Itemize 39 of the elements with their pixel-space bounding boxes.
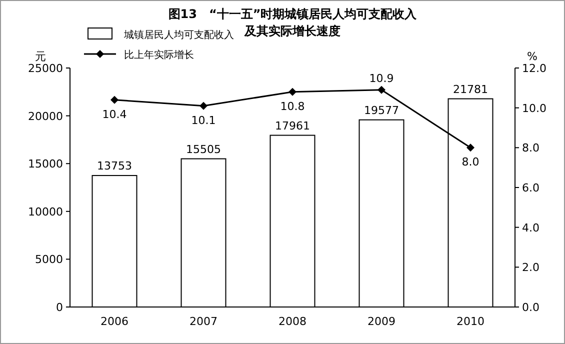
- x-tick-label: 2007: [190, 315, 218, 328]
- point: [200, 102, 208, 110]
- y-tick-label: 15000: [28, 158, 63, 171]
- y2-tick-label: 2.0: [522, 261, 540, 274]
- y2-tick-label: 4.0: [522, 221, 540, 234]
- y-tick-label: 25000: [28, 62, 63, 75]
- y-axis-title: 元: [35, 50, 46, 63]
- y2-tick-label: 0.0: [522, 301, 540, 314]
- y-tick-label: 0: [56, 301, 63, 314]
- data-label: 17961: [275, 119, 310, 132]
- chart-title: 图13 “十一五”时期城镇居民人均可支配收入: [168, 7, 418, 21]
- y2-tick-label: 12.0: [522, 62, 546, 75]
- point: [466, 144, 474, 152]
- data-label: 10.8: [280, 100, 305, 113]
- point: [110, 96, 118, 104]
- point: [378, 86, 386, 94]
- data-label: 13753: [97, 160, 132, 173]
- data-label: 10.9: [369, 72, 394, 85]
- x-tick-label: 2009: [368, 315, 396, 328]
- legend-label: 比上年实际增长: [124, 49, 194, 61]
- point: [288, 88, 296, 96]
- data-label: 19577: [364, 104, 399, 117]
- x-tick-label: 2008: [278, 315, 306, 328]
- y2-tick-label: 8.0: [522, 142, 540, 155]
- x-tick-label: 2006: [100, 315, 128, 328]
- chart-subtitle: 及其实际增长速度: [244, 24, 340, 38]
- y2-tick-label: 6.0: [522, 182, 540, 194]
- y2-axis-title: %: [527, 50, 538, 63]
- data-label: 15505: [186, 142, 221, 156]
- data-label: 21781: [453, 82, 488, 96]
- data-label: 8.0: [462, 156, 480, 169]
- legend-label: 城镇居民人均可支配收入: [123, 29, 234, 41]
- y-tick-label: 20000: [28, 110, 63, 123]
- y-tick-label: 10000: [28, 205, 63, 218]
- data-label: 10.4: [102, 108, 127, 121]
- x-tick-label: 2010: [456, 315, 484, 328]
- y-tick-label: 5000: [35, 253, 63, 266]
- y2-tick-label: 10.0: [522, 102, 546, 115]
- data-label: 10.1: [191, 114, 216, 127]
